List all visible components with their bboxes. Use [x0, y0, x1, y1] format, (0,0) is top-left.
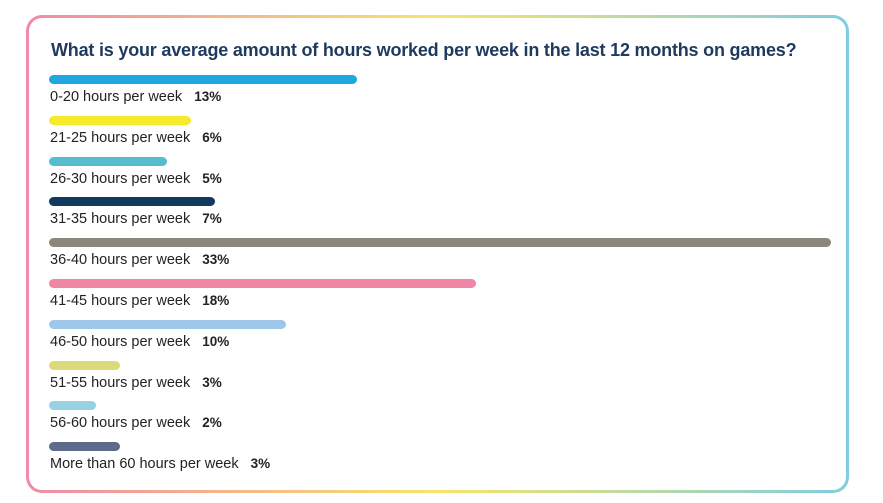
bar-row: 51-55 hours per week 3% — [49, 360, 839, 401]
bar-row: 0-20 hours per week 13% — [49, 75, 839, 115]
bar-row: 36-40 hours per week 33% — [49, 238, 839, 278]
bar-label: More than 60 hours per week 3% — [50, 456, 270, 472]
bar-label: 31-35 hours per week 7% — [50, 211, 222, 227]
value-label: 3% — [202, 374, 222, 390]
value-label: 10% — [202, 333, 230, 349]
bar-row: More than 60 hours per week 3% — [49, 442, 839, 482]
category-label: 56-60 hours per week — [50, 415, 191, 432]
category-label: 21-25 hours per week — [50, 129, 191, 146]
bar — [49, 156, 168, 166]
chart-card: What is your average amount of hours wor… — [26, 15, 849, 493]
value-label: 7% — [202, 211, 222, 227]
bar — [49, 319, 286, 329]
chart-title: What is your average amount of hours wor… — [51, 40, 797, 60]
bar-label: 26-30 hours per week 5% — [50, 171, 222, 187]
category-label: More than 60 hours per week — [50, 456, 239, 473]
bar — [49, 115, 192, 125]
category-label: 46-50 hours per week — [50, 333, 191, 350]
category-label: 0-20 hours per week — [50, 89, 183, 105]
bar — [49, 360, 121, 370]
bar-label: 0-20 hours per week 13% — [50, 89, 221, 105]
bar-label: 51-55 hours per week 3% — [50, 375, 222, 391]
category-label: 26-30 hours per week — [50, 170, 191, 187]
bar-label: 46-50 hours per week 10% — [50, 334, 229, 350]
value-label: 13% — [194, 89, 222, 104]
category-label: 36-40 hours per week — [50, 252, 191, 269]
bar-row: 41-45 hours per week 18% — [49, 279, 839, 319]
category-label: 31-35 hours per week — [50, 211, 191, 228]
bar-label: 56-60 hours per week 2% — [50, 415, 222, 431]
bar-label: 36-40 hours per week 33% — [50, 252, 229, 268]
bar — [49, 197, 215, 207]
value-label: 33% — [202, 252, 230, 268]
value-label: 5% — [202, 170, 222, 186]
bar-row: 31-35 hours per week 7% — [49, 197, 839, 237]
category-label: 51-55 hours per week — [50, 374, 191, 391]
bar — [49, 279, 476, 288]
value-label: 2% — [202, 415, 222, 431]
bar-row: 46-50 hours per week 10% — [49, 319, 839, 360]
bar — [49, 442, 121, 452]
value-label: 3% — [250, 456, 271, 472]
value-label: 18% — [202, 293, 230, 308]
chart-panel: What is your average amount of hours wor… — [29, 18, 846, 490]
category-label: 41-45 hours per week — [50, 293, 191, 309]
value-label: 6% — [202, 129, 222, 145]
bar — [49, 75, 358, 84]
bar — [49, 401, 97, 411]
bar-label: 21-25 hours per week 6% — [50, 130, 222, 146]
bar-row: 21-25 hours per week 6% — [49, 115, 839, 156]
bar — [49, 238, 831, 248]
bar-row: 26-30 hours per week 5% — [49, 156, 839, 197]
bar-label: 41-45 hours per week 18% — [50, 293, 229, 309]
bar-row: 56-60 hours per week 2% — [49, 401, 839, 441]
